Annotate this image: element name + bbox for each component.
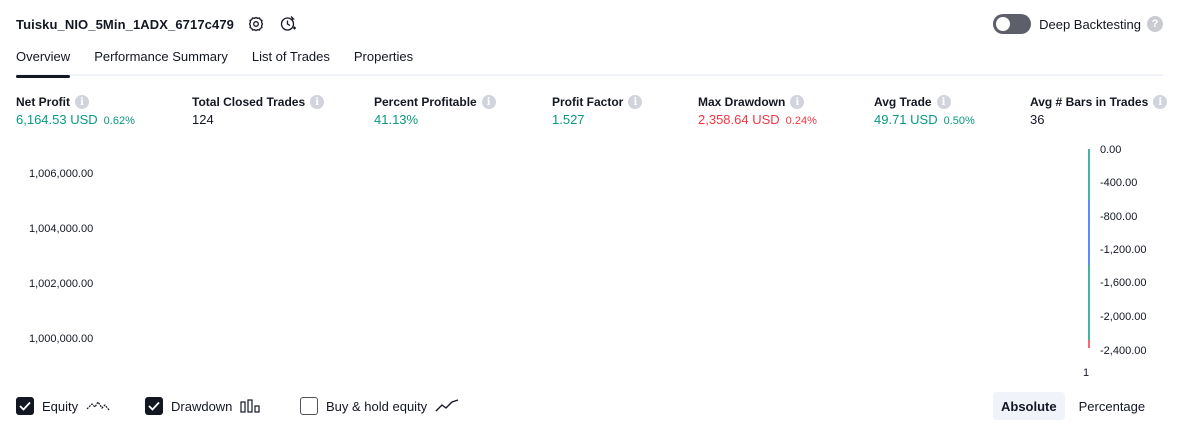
scale-toggle: Absolute Percentage <box>993 392 1153 420</box>
right-axis-tick: -2,400.00 <box>1100 345 1147 357</box>
metric-value: 41.13% <box>374 112 419 127</box>
equity-label: Equity <box>42 398 79 414</box>
metric-label: Avg # Bars in Trades <box>1030 95 1149 109</box>
buy-hold-line-icon <box>435 399 459 413</box>
metric-avg-bars: Avg # Bars in Trades i 36 <box>1030 94 1168 130</box>
metric-percent: 0.62% <box>103 115 135 127</box>
toggle-knob <box>996 17 1011 31</box>
metric-label: Net Profit <box>16 95 70 109</box>
x-axis-tick: 1 <box>1083 367 1090 379</box>
metric-percent: 0.24% <box>785 115 817 127</box>
metric-label: Profit Factor <box>552 95 624 109</box>
help-icon[interactable]: ? <box>1147 16 1163 32</box>
info-icon[interactable]: i <box>75 95 89 109</box>
metric-value: 124 <box>192 112 214 127</box>
tab-performance-summary[interactable]: Performance Summary <box>94 49 228 64</box>
metric-profit-factor: Profit Factor i 1.527 <box>552 94 643 130</box>
header: Tuisku_NIO_5Min_1ADX_6717c479 <box>16 12 298 36</box>
metric-avg-trade: Avg Trade i 49.71 USD 0.50% <box>874 94 975 130</box>
info-icon[interactable]: i <box>481 95 496 109</box>
percentage-button[interactable]: Percentage <box>1078 398 1146 414</box>
tab-overview[interactable]: Overview <box>16 46 71 78</box>
info-icon[interactable]: i <box>790 95 805 109</box>
right-axis-tick: -800.00 <box>1100 211 1138 223</box>
left-axis-tick: 1,006,000.00 <box>29 168 94 180</box>
deep-backtesting-toggle[interactable] <box>993 14 1032 34</box>
metric-percent: 0.50% <box>943 115 975 127</box>
metric-value: 2,358.64 USD <box>698 112 780 127</box>
metric-label: Percent Profitable <box>374 95 477 109</box>
metric-value: 1.527 <box>552 112 585 127</box>
tab-properties[interactable]: Properties <box>353 49 414 64</box>
drawdown-label: Drawdown <box>171 398 233 414</box>
legend-drawdown[interactable]: Drawdown <box>145 396 262 416</box>
right-axis-tick: -2,000.00 <box>1100 311 1147 323</box>
metric-value: 49.71 USD <box>874 112 938 127</box>
metric-label: Total Closed Trades <box>192 95 306 109</box>
equity-line-icon <box>86 399 110 413</box>
right-axis-tick: -1,200.00 <box>1100 244 1147 256</box>
metric-total-closed-trades: Total Closed Trades i 124 <box>192 94 325 130</box>
info-icon[interactable]: i <box>936 95 951 109</box>
drawdown-checkbox[interactable] <box>145 397 163 415</box>
deep-backtesting: Deep Backtesting ? <box>993 12 1163 36</box>
metric-max-drawdown: Max Drawdown i 2,358.64 USD 0.24% <box>698 94 817 130</box>
gear-icon[interactable] <box>246 14 266 34</box>
info-icon[interactable]: i <box>310 95 325 109</box>
left-axis-tick: 1,000,000.00 <box>29 333 94 345</box>
refresh-clock-icon[interactable] <box>278 14 298 34</box>
metric-value: 6,164.53 USD <box>16 112 98 127</box>
left-axis-tick: 1,004,000.00 <box>29 223 94 235</box>
left-axis-tick: 1,002,000.00 <box>29 278 94 290</box>
info-icon[interactable]: i <box>628 95 643 109</box>
tab-list-of-trades[interactable]: List of Trades <box>251 49 330 64</box>
right-axis-tick: -1,600.00 <box>1100 277 1147 289</box>
equity-drawdown-chart <box>1088 149 1090 348</box>
right-axis-tick: 0.00 <box>1100 144 1122 156</box>
info-icon[interactable]: i <box>1153 95 1168 109</box>
equity-checkbox[interactable] <box>16 397 34 415</box>
deep-backtesting-label: Deep Backtesting <box>1039 16 1141 32</box>
tab-bar: Overview Performance Summary List of Tra… <box>16 46 1163 78</box>
legend-buy-hold[interactable]: Buy & hold equity <box>300 396 459 416</box>
strategy-title: Tuisku_NIO_5Min_1ADX_6717c479 <box>16 16 234 32</box>
metric-label: Avg Trade <box>874 95 932 109</box>
buy-hold-checkbox[interactable] <box>300 397 318 415</box>
metric-net-profit: Net Profit i 6,164.53 USD 0.62% <box>16 94 135 130</box>
metric-label: Max Drawdown <box>698 95 786 109</box>
metric-value: 36 <box>1030 112 1045 127</box>
drawdown-bars-icon <box>240 399 262 413</box>
absolute-button[interactable]: Absolute <box>993 392 1065 420</box>
legend-equity[interactable]: Equity <box>16 396 110 416</box>
right-axis-tick: -400.00 <box>1100 177 1138 189</box>
metric-percent-profitable: Percent Profitable i 41.13% <box>374 94 496 130</box>
buy-hold-label: Buy & hold equity <box>326 398 428 414</box>
